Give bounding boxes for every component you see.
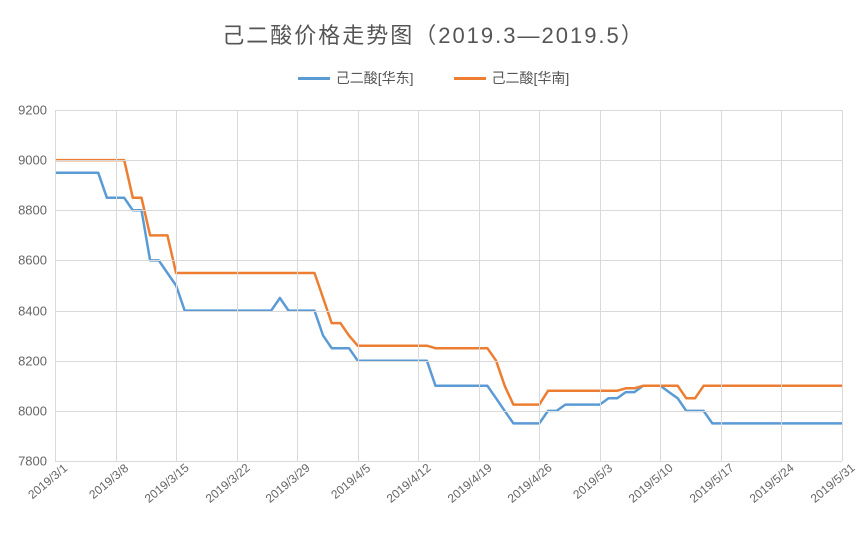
- line-canvas: [55, 110, 842, 461]
- x-axis-label: 2019/5/17: [687, 461, 737, 506]
- gridline-h: [55, 411, 842, 412]
- gridline-h: [55, 160, 842, 161]
- x-axis-label: 2019/3/29: [263, 461, 313, 506]
- y-axis-label: 8400: [18, 303, 55, 318]
- x-axis-label: 2019/5/24: [747, 461, 797, 506]
- x-axis-label: 2019/3/15: [142, 461, 192, 506]
- gridline-v: [297, 110, 298, 461]
- gridline-h: [55, 260, 842, 261]
- legend-label-east: 己二酸[华东]: [336, 68, 414, 88]
- plot-area: 780080008200840086008800900092002019/3/1…: [55, 110, 842, 461]
- gridline-v: [237, 110, 238, 461]
- x-axis-label: 2019/3/22: [202, 461, 252, 506]
- x-axis-label: 2019/5/10: [626, 461, 676, 506]
- x-axis-label: 2019/4/12: [384, 461, 434, 506]
- gridline-h: [55, 311, 842, 312]
- chart-title: 己二酸价格走势图（2019.3—2019.5）: [0, 0, 867, 50]
- gridline-v: [479, 110, 480, 461]
- gridline-h: [55, 461, 842, 462]
- y-axis-label: 8200: [18, 353, 55, 368]
- gridline-v: [660, 110, 661, 461]
- x-axis-label: 2019/4/26: [505, 461, 555, 506]
- y-axis-label: 9000: [18, 153, 55, 168]
- gridline-v: [842, 110, 843, 461]
- y-axis-label: 9200: [18, 103, 55, 118]
- legend: 己二酸[华东] 己二酸[华南]: [0, 68, 867, 88]
- gridline-v: [539, 110, 540, 461]
- gridline-v: [116, 110, 117, 461]
- gridline-h: [55, 361, 842, 362]
- gridline-h: [55, 110, 842, 111]
- y-axis-label: 8600: [18, 253, 55, 268]
- gridline-v: [781, 110, 782, 461]
- y-axis-label: 8000: [18, 403, 55, 418]
- gridline-v: [358, 110, 359, 461]
- gridline-v: [176, 110, 177, 461]
- chart-container: 己二酸价格走势图（2019.3—2019.5） 己二酸[华东] 己二酸[华南] …: [0, 0, 867, 541]
- legend-swatch-south: [454, 77, 486, 80]
- x-axis-label: 2019/3/8: [86, 461, 131, 502]
- y-axis-label: 7800: [18, 454, 55, 469]
- x-axis-label: 2019/4/19: [445, 461, 495, 506]
- gridline-v: [55, 110, 56, 461]
- gridline-v: [600, 110, 601, 461]
- x-axis-label: 2019/4/5: [328, 461, 373, 502]
- gridline-h: [55, 210, 842, 211]
- gridline-v: [721, 110, 722, 461]
- legend-item-east: 己二酸[华东]: [298, 68, 414, 88]
- legend-swatch-east: [298, 77, 330, 80]
- y-axis-label: 8800: [18, 203, 55, 218]
- x-axis-label: 2019/5/31: [808, 461, 858, 506]
- legend-item-south: 己二酸[华南]: [454, 68, 570, 88]
- gridline-v: [418, 110, 419, 461]
- x-axis-label: 2019/5/3: [570, 461, 615, 502]
- legend-label-south: 己二酸[华南]: [492, 68, 570, 88]
